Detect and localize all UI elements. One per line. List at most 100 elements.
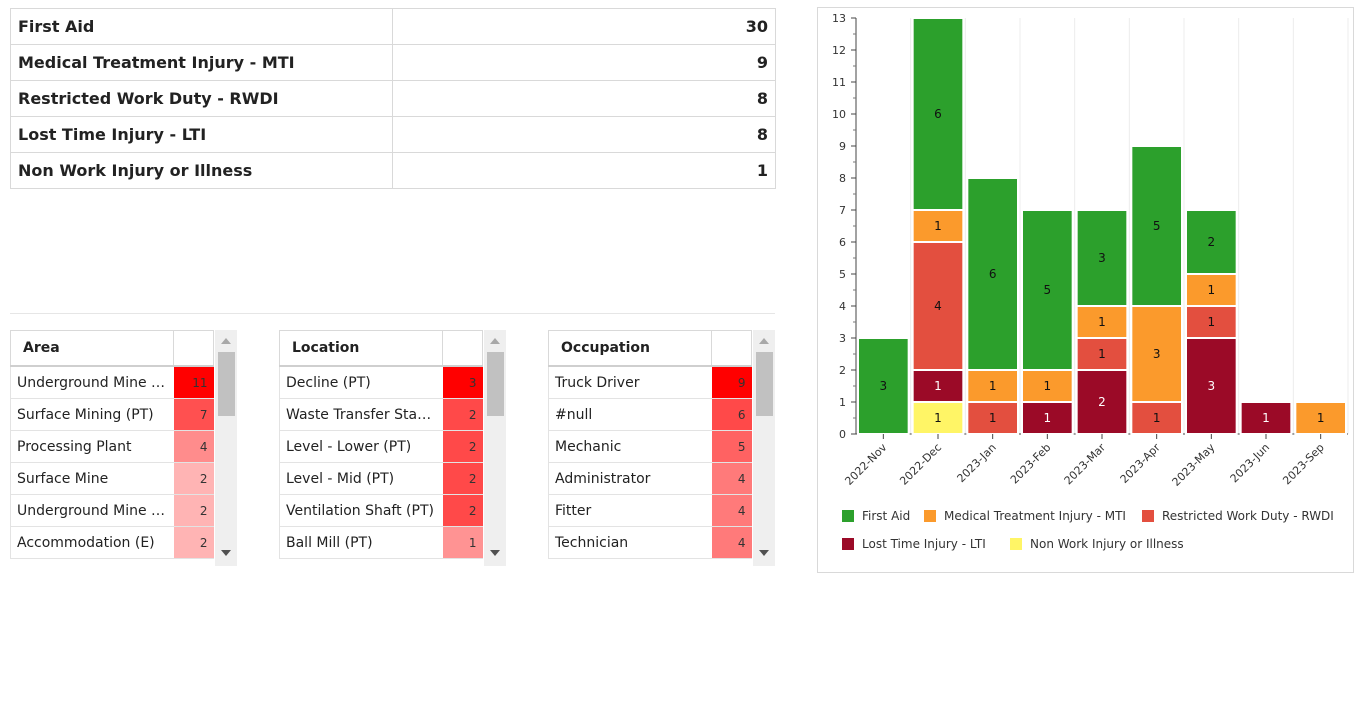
column-header[interactable]: Occupation [548, 330, 712, 367]
legend-label: First Aid [862, 509, 911, 523]
row-count: 2 [173, 494, 214, 527]
count-column-header[interactable] [173, 330, 214, 367]
row-count: 2 [442, 494, 483, 527]
row-label: Accommodation (E) [10, 526, 174, 559]
data-label: 5 [1044, 283, 1052, 297]
breakdown-table: Location Decline (PT) 3 Waste Transfer Stat… [279, 330, 483, 559]
scroll-down-icon[interactable] [221, 550, 231, 556]
row-count: 4 [173, 430, 214, 463]
scroll-up-icon[interactable] [221, 338, 231, 344]
row-count: 2 [442, 462, 483, 495]
bar-segment [1130, 145, 1184, 307]
row-count: 2 [173, 462, 214, 495]
data-label: 2 [1208, 235, 1216, 249]
data-label: 6 [989, 267, 997, 281]
summary-label: Medical Treatment Injury - MTI [10, 44, 393, 81]
scroll-down-icon[interactable] [759, 550, 769, 556]
summary-row[interactable]: Restricted Work Duty - RWDI 8 [10, 80, 776, 117]
data-label: 5 [1153, 219, 1161, 233]
count-column-header[interactable] [711, 330, 752, 367]
scrollbar-thumb[interactable] [487, 352, 504, 416]
summary-row[interactable]: Lost Time Injury - LTI 8 [10, 116, 776, 153]
data-label: 1 [1262, 411, 1270, 425]
legend-item[interactable]: Lost Time Injury - LTI [842, 537, 986, 551]
legend-swatch [842, 510, 854, 522]
scroll-down-icon[interactable] [490, 550, 500, 556]
list-item[interactable]: Technician 4 [548, 526, 752, 559]
list-item[interactable]: Surface Mining (PT) 7 [10, 398, 214, 431]
row-label: Waste Transfer Station (PT) [279, 398, 443, 431]
count-column-header[interactable] [442, 330, 483, 367]
list-item[interactable]: Ball Mill (PT) 1 [279, 526, 483, 559]
list-item[interactable]: Ventilation Shaft (PT) 2 [279, 494, 483, 527]
legend-item[interactable]: Non Work Injury or Illness [1010, 537, 1184, 551]
row-label: Surface Mining (PT) [10, 398, 174, 431]
bar-segment [1021, 401, 1074, 435]
x-tick-label: 2023-Mar [1062, 441, 1109, 488]
legend-item[interactable]: Restricted Work Duty - RWDI [1142, 509, 1334, 523]
y-tick-label: 9 [839, 140, 846, 153]
legend-swatch [1142, 510, 1154, 522]
data-label: 3 [1208, 379, 1216, 393]
list-item[interactable]: Waste Transfer Station (PT)2 [279, 398, 483, 431]
legend-label: Medical Treatment Injury - MTI [944, 509, 1126, 523]
incidents-by-month-chart: 0 1 2 3 4 5 6 7 8 9 10 11 12 13 3 2022-Nov 1 1 4 1 6 2022-Dec… [817, 7, 1354, 573]
legend-swatch [924, 510, 936, 522]
summary-label: Non Work Injury or Illness [10, 152, 393, 189]
data-label: 1 [1317, 411, 1325, 425]
row-count: 11 [173, 366, 214, 399]
row-count: 7 [173, 398, 214, 431]
bar-segment [1239, 401, 1293, 435]
scroll-up-icon[interactable] [759, 338, 769, 344]
column-header[interactable]: Location [279, 330, 443, 367]
scrollbar-thumb[interactable] [756, 352, 773, 416]
list-item[interactable]: Surface Mine 2 [10, 462, 214, 495]
data-label: 1 [1044, 379, 1052, 393]
bar-segment [1185, 209, 1238, 275]
row-label: Underground Mine (PT) [10, 366, 174, 399]
summary-count: 8 [392, 80, 776, 117]
bar-segment [857, 337, 910, 435]
list-item[interactable]: Mechanic 5 [548, 430, 752, 463]
scrollbar[interactable] [753, 330, 775, 566]
list-item[interactable]: #null 6 [548, 398, 752, 431]
list-item[interactable]: Processing Plant 4 [10, 430, 214, 463]
row-count: 2 [442, 430, 483, 463]
summary-row[interactable]: First Aid 30 [10, 8, 776, 45]
legend-item[interactable]: First Aid [842, 509, 910, 523]
list-item[interactable]: Underground Mine (E) 2 [10, 494, 214, 527]
list-item[interactable]: Fitter 4 [548, 494, 752, 527]
list-item[interactable]: Administrator 4 [548, 462, 752, 495]
list-item[interactable]: Underground Mine (PT) 11 [10, 366, 214, 399]
list-item[interactable]: Truck Driver 9 [548, 366, 752, 399]
scrollbar[interactable] [215, 330, 237, 566]
row-label: Administrator [548, 462, 712, 495]
scroll-up-icon[interactable] [490, 338, 500, 344]
scrollbar[interactable] [484, 330, 506, 566]
legend-item[interactable]: Medical Treatment Injury - MTI [924, 509, 1126, 523]
list-item[interactable]: Accommodation (E) 2 [10, 526, 214, 559]
legend-label: Restricted Work Duty - RWDI [1162, 509, 1334, 523]
row-count: 4 [711, 526, 752, 559]
bar-segment [911, 369, 965, 403]
list-item[interactable]: Level - Lower (PT) 2 [279, 430, 483, 463]
data-label: 3 [1098, 251, 1106, 265]
summary-row[interactable]: Non Work Injury or Illness 1 [10, 152, 776, 189]
summary-count: 9 [392, 44, 776, 81]
summary-row[interactable]: Medical Treatment Injury - MTI 9 [10, 44, 776, 81]
list-item[interactable]: Level - Mid (PT) 2 [279, 462, 483, 495]
data-label: 6 [934, 107, 942, 121]
row-label: Truck Driver [548, 366, 712, 399]
scrollbar-thumb[interactable] [218, 352, 235, 416]
data-label: 2 [1098, 395, 1106, 409]
summary-count: 1 [392, 152, 776, 189]
column-header[interactable]: Area [10, 330, 174, 367]
row-label: Surface Mine [10, 462, 174, 495]
row-count: 4 [711, 494, 752, 527]
list-item[interactable]: Decline (PT) 3 [279, 366, 483, 399]
row-label: Technician [548, 526, 712, 559]
y-tick-label: 4 [839, 300, 846, 313]
data-label: 1 [989, 379, 997, 393]
summary-count: 8 [392, 116, 776, 153]
data-label: 1 [1208, 315, 1216, 329]
